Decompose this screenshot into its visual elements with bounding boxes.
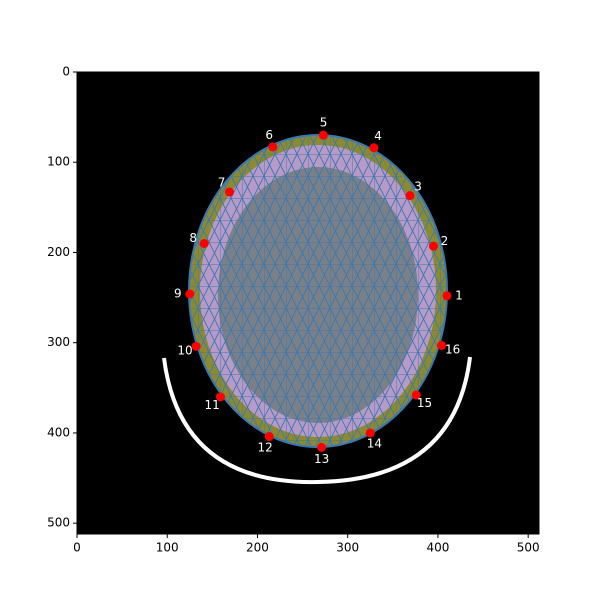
axes-frame [76, 71, 540, 535]
point [411, 390, 421, 400]
point-label: 1 [455, 288, 463, 302]
x-tick-label: 200 [246, 541, 269, 555]
point [268, 142, 278, 152]
y-tick-label: 0 [62, 65, 70, 79]
point-label: 14 [367, 437, 382, 451]
point [428, 241, 438, 251]
point [224, 187, 234, 197]
point [185, 289, 195, 299]
point [191, 341, 201, 351]
point-label: 3 [414, 179, 422, 193]
point [317, 442, 327, 452]
head [188, 134, 448, 448]
point-label: 13 [314, 452, 329, 466]
point [365, 428, 375, 438]
y-tick-label: 400 [47, 425, 70, 439]
point-label: 8 [189, 231, 197, 245]
y-tick-label: 100 [47, 155, 70, 169]
point [199, 238, 209, 248]
point [437, 340, 447, 350]
point [405, 191, 415, 201]
point-label: 6 [265, 128, 273, 142]
point-label: 12 [258, 440, 273, 454]
y-tick-label: 500 [47, 516, 70, 530]
point-label: 16 [445, 343, 460, 357]
point-label: 11 [205, 398, 220, 412]
point-label: 7 [218, 176, 226, 190]
point [264, 432, 274, 442]
x-tick-label: 0 [73, 541, 81, 555]
x-tick-label: 100 [156, 541, 179, 555]
point [369, 143, 379, 153]
arc [162, 356, 472, 485]
y-tick-label: 300 [47, 335, 70, 349]
point-label: 2 [441, 234, 449, 248]
x-tick-label: 300 [336, 541, 359, 555]
x-tick-label: 500 [517, 541, 540, 555]
point-label: 9 [174, 287, 182, 301]
point-label: 15 [417, 396, 432, 410]
point-label: 4 [374, 129, 382, 143]
y-tick-label: 200 [47, 245, 70, 259]
x-tick-label: 400 [426, 541, 449, 555]
point-label: 5 [320, 116, 328, 130]
point [318, 130, 328, 140]
point-label: 10 [177, 344, 192, 358]
point [442, 291, 452, 301]
point [215, 392, 225, 402]
